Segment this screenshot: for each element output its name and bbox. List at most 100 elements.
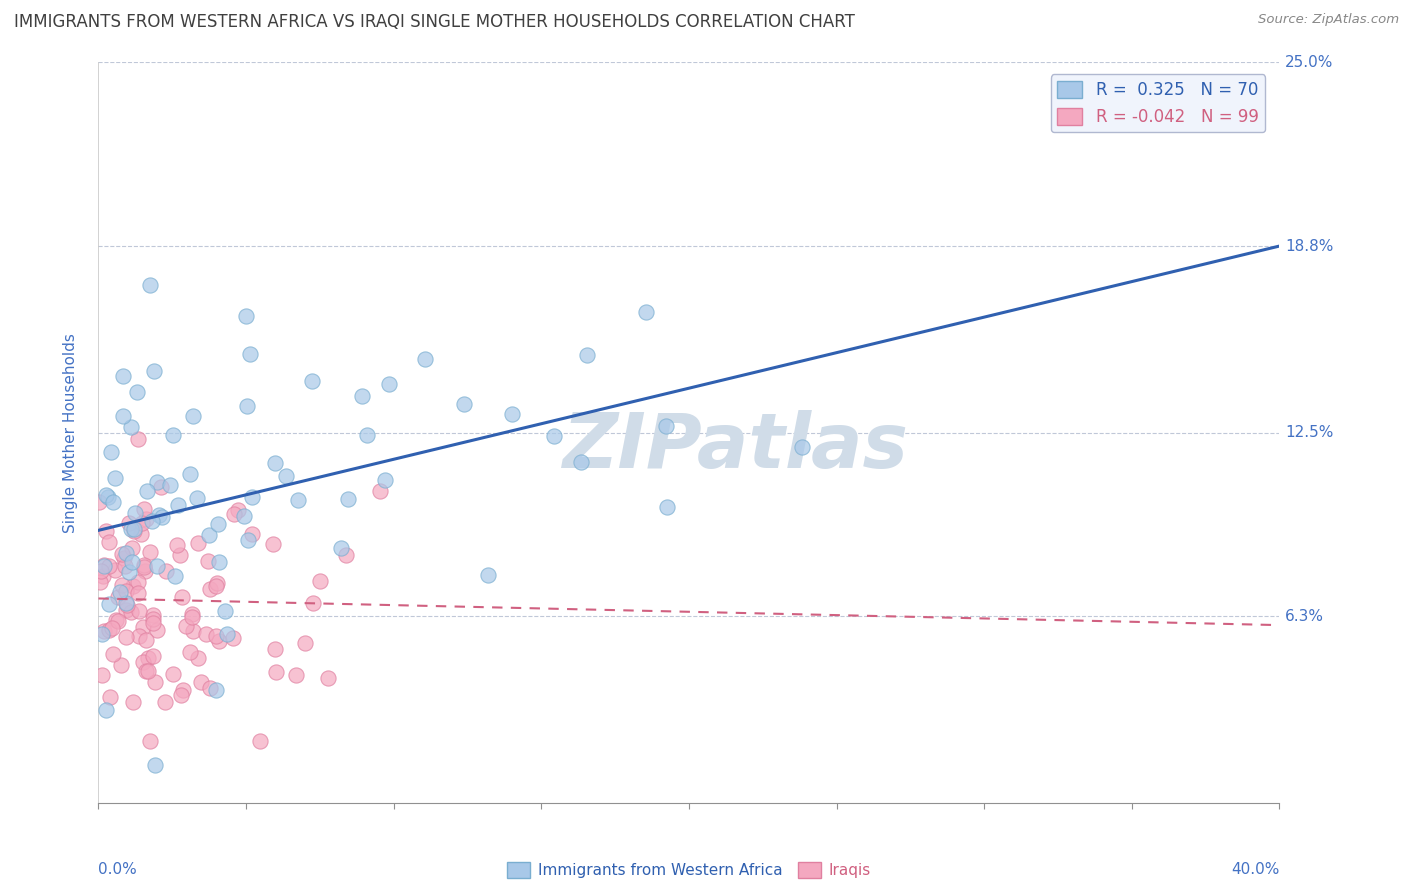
Point xyxy=(115,596,138,610)
Point xyxy=(127,432,149,446)
Point xyxy=(146,624,169,638)
Point xyxy=(285,668,308,682)
Point xyxy=(262,536,284,550)
Point xyxy=(235,400,257,414)
Point xyxy=(197,554,219,568)
Point xyxy=(104,563,127,577)
Point xyxy=(207,575,229,590)
Point xyxy=(94,524,117,539)
Point xyxy=(208,555,231,569)
Point xyxy=(335,549,357,563)
Point xyxy=(287,492,309,507)
Point xyxy=(93,559,115,574)
Point xyxy=(136,483,159,498)
Point xyxy=(143,364,166,378)
Point xyxy=(114,559,136,574)
Point xyxy=(204,683,226,698)
Point xyxy=(233,509,256,524)
Point xyxy=(634,305,657,319)
Point xyxy=(198,582,221,596)
Point xyxy=(121,695,143,709)
Point xyxy=(159,477,181,491)
Point xyxy=(135,664,157,678)
Point xyxy=(121,555,143,569)
Point xyxy=(150,480,173,494)
Point xyxy=(155,565,177,579)
Point xyxy=(142,648,165,663)
Point xyxy=(301,596,323,610)
Point xyxy=(413,352,436,367)
Point xyxy=(105,613,128,627)
Point xyxy=(179,645,201,659)
Point xyxy=(89,575,111,590)
Point xyxy=(97,558,120,573)
Point xyxy=(139,545,162,559)
Point xyxy=(146,475,169,489)
Point xyxy=(100,621,122,635)
Point xyxy=(308,574,330,588)
Point xyxy=(240,490,263,504)
Point xyxy=(350,389,373,403)
Point xyxy=(170,688,193,702)
Point xyxy=(214,603,236,617)
Point xyxy=(103,495,125,509)
Point xyxy=(169,549,191,563)
Point xyxy=(132,656,155,670)
Point xyxy=(374,473,396,487)
Point xyxy=(134,558,156,573)
Point xyxy=(172,682,194,697)
Point xyxy=(127,586,149,600)
Point xyxy=(368,484,391,499)
Point xyxy=(142,608,165,623)
Legend: R =  0.325   N = 70, R = -0.042   N = 99: R = 0.325 N = 70, R = -0.042 N = 99 xyxy=(1050,74,1265,133)
Point xyxy=(145,675,167,690)
Point xyxy=(235,309,257,323)
Point xyxy=(110,657,132,672)
Point xyxy=(139,277,162,292)
Point xyxy=(215,626,238,640)
Point xyxy=(93,558,115,573)
Point xyxy=(207,633,229,648)
Point xyxy=(198,681,221,695)
Point xyxy=(163,569,186,583)
Point xyxy=(90,627,112,641)
Point xyxy=(207,516,229,531)
Point xyxy=(453,397,475,411)
Point xyxy=(167,499,190,513)
Y-axis label: Single Mother Households: Single Mother Households xyxy=(63,333,77,533)
Point xyxy=(114,630,136,644)
Point xyxy=(240,527,263,541)
Point xyxy=(117,598,139,612)
Point xyxy=(239,347,262,361)
Point xyxy=(104,471,127,485)
Point xyxy=(162,427,184,442)
Point xyxy=(136,664,159,678)
Point xyxy=(93,569,115,583)
Point xyxy=(187,535,209,549)
Point xyxy=(94,703,117,717)
Point xyxy=(224,508,246,522)
Point xyxy=(118,565,141,579)
Point xyxy=(176,619,198,633)
Point xyxy=(172,590,194,604)
Point xyxy=(263,456,285,470)
Point xyxy=(129,526,152,541)
Point xyxy=(136,650,159,665)
Point xyxy=(186,491,208,506)
Point xyxy=(97,490,120,504)
Point xyxy=(108,584,131,599)
Point xyxy=(477,568,499,582)
Point xyxy=(131,516,153,530)
Text: Source: ZipAtlas.com: Source: ZipAtlas.com xyxy=(1258,13,1399,27)
Point xyxy=(101,647,124,661)
Point xyxy=(181,624,204,638)
Point xyxy=(87,495,110,509)
Text: 12.5%: 12.5% xyxy=(1285,425,1334,440)
Text: 25.0%: 25.0% xyxy=(1285,55,1334,70)
Point xyxy=(236,533,259,547)
Point xyxy=(143,758,166,772)
Point xyxy=(98,598,121,612)
Point xyxy=(657,500,679,514)
Point xyxy=(180,610,202,624)
Point xyxy=(141,514,163,528)
